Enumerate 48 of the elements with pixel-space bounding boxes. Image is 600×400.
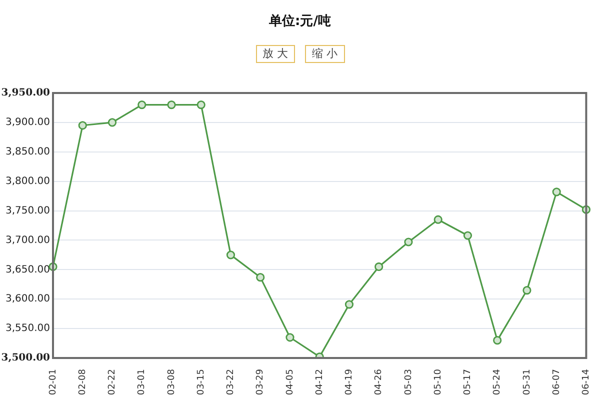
x-tick-label: 04-12 [314, 369, 325, 396]
x-tick-label: 02-22 [108, 369, 118, 396]
point [552, 188, 561, 196]
point [344, 300, 354, 309]
point [196, 100, 206, 110]
point [493, 336, 502, 345]
point [78, 121, 87, 130]
point [138, 100, 146, 110]
x-tick-label: 04-26 [374, 368, 384, 396]
y-tick-label: 3,900.00 [5, 117, 50, 128]
point [286, 333, 294, 342]
y-tick-label: 3,700.00 [5, 234, 50, 246]
x-tick-label: 03-22 [226, 369, 236, 396]
x-tick-label: 02-01 [48, 369, 58, 396]
y-tick-label: 3,750.00 [5, 205, 50, 216]
chart-title: 单位:元/吨 [268, 13, 332, 30]
point [226, 250, 236, 260]
y-tick-label: 3,500.00 [1, 352, 50, 364]
x-tick-label: 03-01 [137, 369, 148, 396]
point [522, 286, 532, 295]
point [374, 262, 384, 272]
y-tick-label: 3,800.00 [5, 176, 50, 187]
button[interactable]: 放 大 [256, 45, 295, 63]
point [167, 100, 176, 110]
x-tick-label: 03-15 [196, 369, 206, 396]
x-tick-label: 04-19 [344, 368, 355, 396]
y-tick-label: 3,850.00 [5, 146, 50, 158]
point [108, 118, 117, 127]
point [434, 215, 442, 224]
x-tick-label: 03-29 [256, 368, 266, 396]
y-tick-label: 3,550.00 [5, 323, 50, 334]
y-tick-label: 3,600.00 [5, 294, 50, 305]
x-tick-label: 05-03 [404, 369, 414, 396]
x-tick-label: 04-05 [285, 369, 296, 396]
x-tick-label: 05-31 [522, 369, 532, 396]
y-tick-label: 3,650.00 [5, 264, 50, 276]
x-tick-label: 02-08 [78, 368, 88, 396]
point [256, 273, 265, 282]
point [463, 231, 472, 240]
x-tick-label: 05-17 [463, 369, 474, 396]
x-tick-label: 06-14 [582, 368, 592, 396]
y-tick-label: 3,950.00 [1, 88, 50, 99]
x-tick-label: 05-10 [433, 368, 444, 396]
button[interactable]: 缩 小 [305, 45, 344, 63]
x-tick-label: 05-24 [492, 368, 503, 396]
point [404, 238, 413, 246]
x-tick-label: 06-07 [552, 369, 562, 396]
x-tick-label: 03-08 [166, 368, 177, 396]
